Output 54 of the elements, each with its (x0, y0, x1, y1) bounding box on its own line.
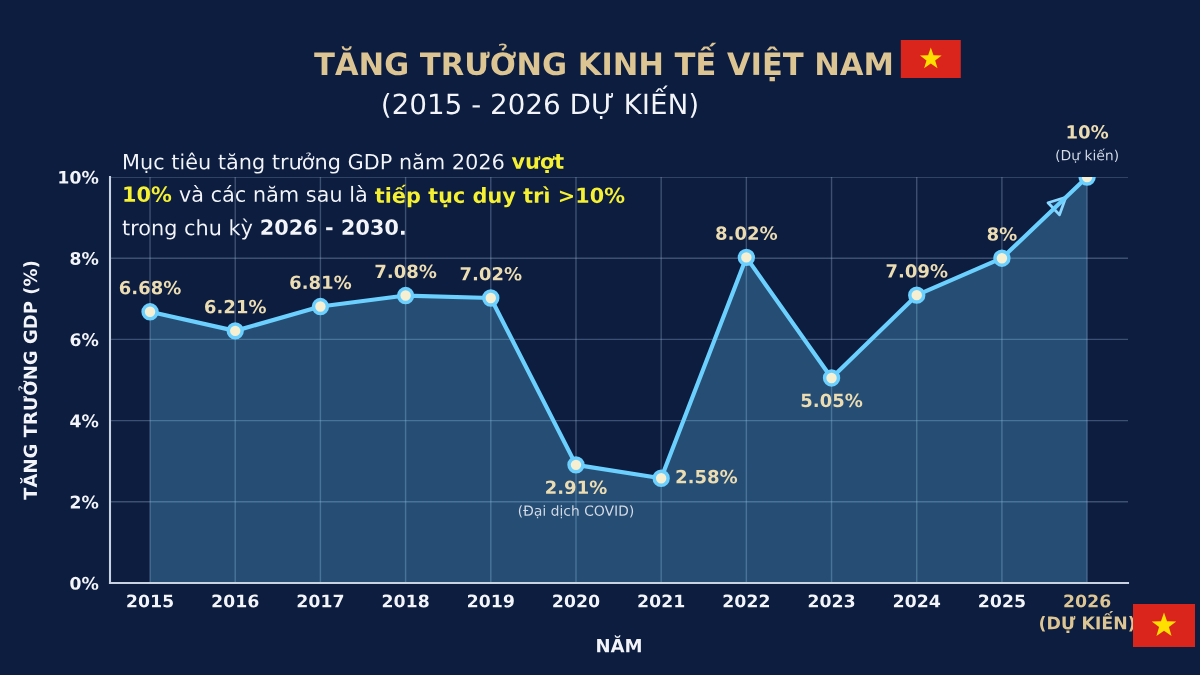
chart-subtitle: (2015 - 2026 DỰ KIẾN) (383, 85, 697, 120)
x-tick-label: 2025 (979, 594, 1025, 608)
chart-title: TĂNG TRƯỞNG KINH TẾ VIỆT NAM (314, 42, 892, 82)
x-tick-label: 2024 (893, 594, 941, 608)
x-axis-title: NĂM (597, 635, 641, 653)
data-label: 6.81% (290, 275, 352, 290)
x-tick-label: 2015 (127, 594, 173, 608)
x-tick-label: 2020 (553, 594, 600, 608)
data-label: 7.02% (460, 266, 522, 281)
point (652, 469, 670, 487)
data-label: 8.02% (716, 226, 778, 240)
y-tick-label: 10% (59, 170, 99, 184)
data-label: 2.58% (676, 469, 738, 484)
data-label: 2.91% (546, 480, 607, 495)
point (908, 286, 926, 304)
y-axis-title: TĂNG TRƯỞNG GDP (%) (18, 261, 40, 500)
point (311, 297, 330, 316)
point (482, 289, 500, 307)
data-label: 7.09% (886, 264, 948, 278)
x-tick-label: 2021 (638, 594, 685, 608)
data-label: 8% (987, 227, 1017, 241)
x-tick-label: 2019 (468, 594, 514, 608)
annotation: 2026 - 2030. (261, 219, 405, 236)
point (141, 303, 159, 321)
y-tick-label: 8% (70, 251, 99, 266)
x-tick-label: 2022 (723, 594, 770, 608)
data-label: 6.21% (205, 299, 266, 314)
y-tick-label: 0% (70, 576, 99, 590)
annotation: 10% (124, 186, 172, 203)
text: Mục tiêu tăng trưởng GDP năm 2026 (124, 152, 504, 174)
data-label: 10% (1067, 125, 1109, 139)
point (567, 456, 585, 474)
x-tick-label: 2017 (297, 594, 344, 608)
x-tick-label: 2023 (808, 594, 855, 608)
annotation: trong chu kỳ (122, 218, 253, 240)
y-tick-label: 4% (70, 414, 99, 428)
data-label: 6.68% (119, 280, 181, 295)
annotation: và các năm sau là (179, 185, 366, 203)
x-tick-label: 2016 (212, 594, 259, 608)
annotation: (Đại dịch COVID) (518, 505, 634, 519)
y-tick-label: 2% (70, 495, 99, 509)
text: vượt (511, 154, 564, 174)
annotation: (Dự kiến) (1056, 148, 1118, 163)
annotation: tiếp tục duy trì >10% (375, 184, 625, 208)
point (993, 249, 1011, 267)
x-tick-label: 2018 (382, 594, 429, 608)
x-tick-label: 2026 (DỰ KIẾN) (1040, 594, 1135, 633)
data-label: 7.08% (375, 264, 437, 279)
point (822, 369, 841, 387)
point (226, 322, 244, 340)
y-tick-label: 6% (70, 333, 99, 347)
point (396, 286, 415, 305)
point (737, 248, 756, 267)
data-label: 5.05% (801, 393, 863, 408)
